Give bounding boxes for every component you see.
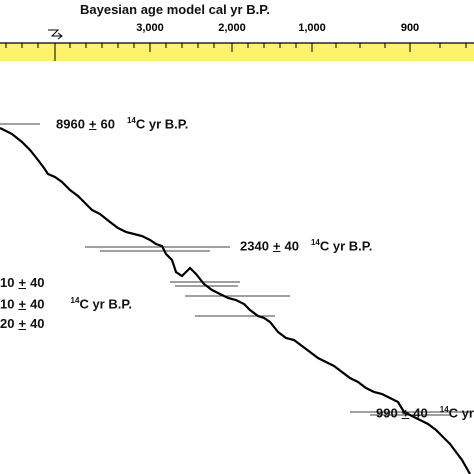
axis-ticks — [5, 43, 467, 52]
age-unit: C yr B.P. — [79, 296, 132, 312]
calibration-ranges — [0, 123, 470, 416]
axis-band — [0, 43, 474, 61]
annotation: 10 +40 14C yr B.P. — [0, 296, 132, 311]
age-value: 990 — [376, 405, 398, 421]
isotope: 14 — [126, 116, 136, 125]
calibration-curve — [0, 127, 471, 474]
age-error: 40 — [413, 405, 428, 421]
plus-minus: + — [88, 116, 97, 132]
axis-tick-label: 1,000 — [298, 22, 326, 34]
axis-break — [48, 29, 63, 40]
plus-minus: + — [18, 316, 27, 331]
age-error: 40 — [30, 296, 45, 312]
plus-minus: + — [272, 238, 281, 254]
age-error: 60 — [100, 116, 115, 132]
annotation: 8960 +60 14C yr B.P. — [56, 116, 188, 131]
age-error: 40 — [284, 238, 299, 254]
age-unit: C yr B.P. — [448, 405, 474, 421]
axis-tick-label: 2,000 — [218, 22, 246, 34]
annotation: 2340 +40 14C yr B.P. — [240, 238, 372, 253]
isotope: 14 — [310, 238, 320, 247]
age-unit: C yr B.P. — [319, 238, 373, 254]
annotation: 10 +40 — [0, 275, 45, 290]
age-value: 2340 — [240, 238, 269, 254]
isotope: 14 — [439, 405, 449, 414]
plus-minus: + — [18, 296, 27, 312]
age-error: 40 — [30, 275, 45, 290]
plus-minus: + — [18, 275, 27, 290]
axis-tick-label: 3,000 — [136, 22, 164, 34]
axis-tick-label: 900 — [400, 22, 420, 34]
age-value: 8960 — [56, 116, 85, 132]
annotation: 20 +40 — [0, 316, 45, 331]
axis-title: Bayesian age model cal yr B.P. — [80, 2, 270, 17]
age-unit: C yr B.P. — [135, 116, 189, 132]
age-value: 10 — [0, 296, 15, 312]
age-error: 40 — [30, 316, 45, 331]
plus-minus: + — [401, 405, 410, 421]
age-value: 10 — [0, 275, 15, 290]
isotope: 14 — [70, 296, 80, 305]
annotation: 990+40 14C yr B.P. — [376, 405, 474, 420]
age-value: 20 — [0, 316, 15, 331]
